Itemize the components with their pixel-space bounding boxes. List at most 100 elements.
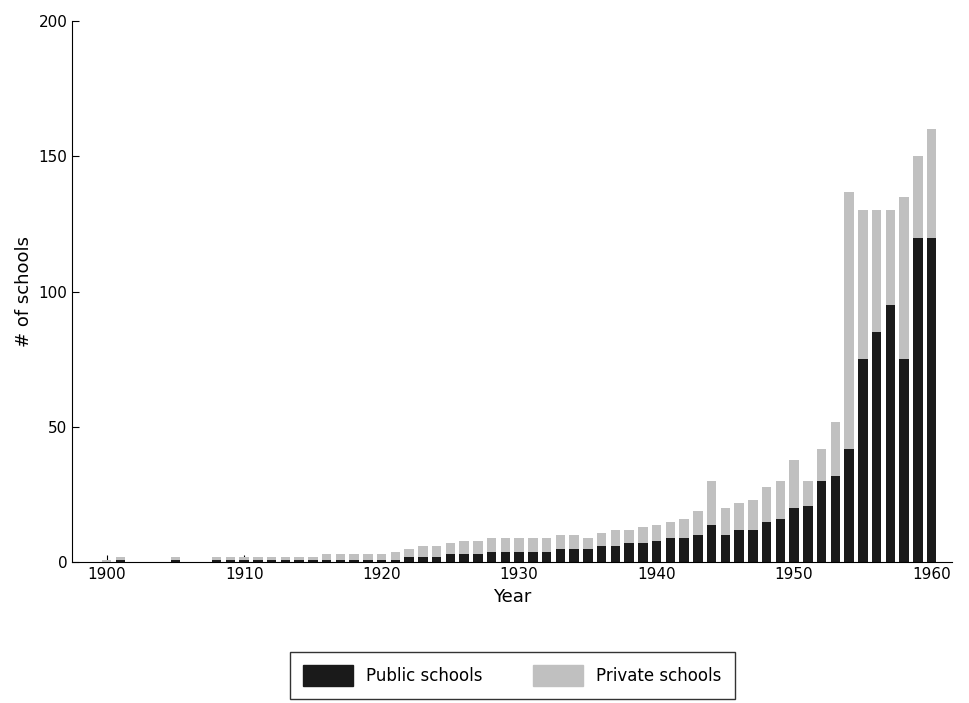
Bar [308, 557, 318, 560]
Bar [693, 511, 703, 535]
Bar [432, 546, 442, 557]
Bar [706, 524, 716, 562]
Bar [886, 210, 895, 305]
Bar [350, 560, 359, 562]
Bar [501, 538, 511, 552]
Bar [115, 557, 125, 560]
Bar [872, 333, 882, 562]
Bar [610, 546, 620, 562]
Bar [239, 557, 249, 560]
Bar [555, 535, 565, 549]
Bar [350, 554, 359, 560]
Bar [281, 560, 290, 562]
Bar [790, 460, 798, 508]
Bar [775, 481, 785, 519]
Bar [570, 535, 578, 549]
Bar [638, 527, 647, 543]
Bar [913, 238, 922, 562]
Bar [459, 554, 469, 562]
Bar [926, 129, 936, 238]
Bar [473, 541, 483, 554]
Bar [817, 449, 827, 481]
Bar [322, 554, 331, 560]
Bar [501, 552, 511, 562]
Bar [597, 533, 607, 546]
Bar [391, 560, 400, 562]
Bar [790, 508, 798, 562]
Bar [762, 486, 771, 522]
Bar [775, 519, 785, 562]
X-axis label: Year: Year [493, 588, 531, 606]
Bar [239, 560, 249, 562]
Bar [570, 549, 578, 562]
Bar [446, 543, 455, 554]
Bar [803, 505, 813, 562]
Bar [748, 530, 758, 562]
Bar [721, 535, 731, 562]
Bar [404, 557, 414, 562]
Bar [610, 530, 620, 546]
Bar [115, 560, 125, 562]
Bar [721, 508, 731, 535]
Bar [418, 546, 427, 557]
Bar [679, 538, 689, 562]
Bar [377, 554, 387, 560]
Bar [844, 191, 854, 449]
Bar [266, 557, 276, 560]
Bar [308, 560, 318, 562]
Bar [666, 522, 675, 538]
Bar [295, 557, 304, 560]
Bar [624, 530, 634, 543]
Bar [899, 197, 909, 359]
Bar [830, 422, 840, 476]
Bar [555, 549, 565, 562]
Bar [803, 481, 813, 505]
Bar [528, 552, 538, 562]
Bar [391, 552, 400, 560]
Bar [830, 476, 840, 562]
Bar [817, 481, 827, 562]
Bar [913, 156, 922, 238]
Bar [171, 560, 180, 562]
Bar [335, 554, 345, 560]
Bar [735, 530, 744, 562]
Bar [872, 210, 882, 333]
Bar [322, 560, 331, 562]
Bar [418, 557, 427, 562]
Bar [102, 560, 111, 562]
Bar [212, 560, 222, 562]
Bar [486, 538, 496, 552]
Bar [899, 359, 909, 562]
Bar [735, 503, 744, 530]
Bar [528, 538, 538, 552]
Bar [706, 481, 716, 524]
Bar [473, 554, 483, 562]
Bar [597, 546, 607, 562]
Bar [486, 552, 496, 562]
Bar [266, 560, 276, 562]
Bar [377, 560, 387, 562]
Bar [515, 538, 524, 552]
Bar [253, 557, 263, 560]
Bar [638, 543, 647, 562]
Bar [748, 500, 758, 530]
Bar [226, 560, 235, 562]
Bar [652, 541, 662, 562]
Bar [693, 535, 703, 562]
Bar [583, 538, 593, 549]
Bar [171, 557, 180, 560]
Bar [886, 305, 895, 562]
Bar [295, 560, 304, 562]
Bar [542, 552, 551, 562]
Bar [762, 522, 771, 562]
Bar [226, 557, 235, 560]
Bar [652, 524, 662, 541]
Y-axis label: # of schools: # of schools [15, 236, 33, 347]
Bar [858, 210, 867, 359]
Bar [926, 238, 936, 562]
Bar [363, 554, 373, 560]
Bar [542, 538, 551, 552]
Bar [858, 359, 867, 562]
Bar [432, 557, 442, 562]
Bar [583, 549, 593, 562]
